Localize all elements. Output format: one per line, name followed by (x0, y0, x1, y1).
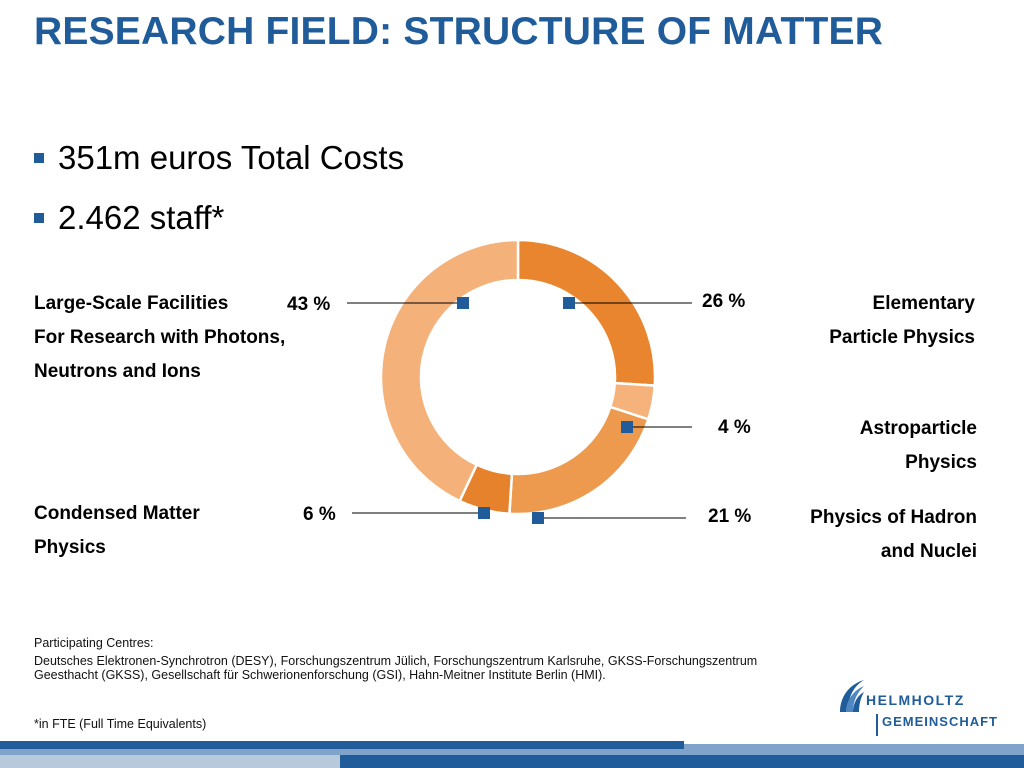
footnote-centres-text: Deutsches Elektronen-Synchrotron (DESY),… (34, 654, 758, 682)
label-large-scale-facilities: Large-Scale Facilities For Research with… (34, 287, 285, 389)
bullet-item-staff: 2.462 staff* (34, 188, 404, 248)
label-line: Physics (34, 537, 106, 558)
label-line: Large-Scale Facilities (34, 293, 229, 314)
label-line: Astroparticle (859, 418, 977, 439)
bullet-item-costs: 351m euros Total Costs (34, 128, 404, 188)
label-astroparticle-physics: Astroparticle Physics (860, 412, 977, 480)
bullet-text: 351m euros Total Costs (58, 139, 405, 176)
label-line: Particle Physics (829, 327, 975, 348)
label-line: and Nuclei (880, 541, 977, 562)
footer-band-blue (340, 755, 1024, 768)
data-label-condensed: 6 % (303, 504, 336, 525)
label-line: For Research with Photons, (34, 327, 286, 348)
logo-text-gemeinschaft: GEMEINSCHAFT (882, 714, 998, 729)
leader-marker-elementary (563, 297, 575, 309)
bullet-square-icon (34, 213, 44, 223)
footer-band-grey (0, 755, 340, 768)
label-line: Condensed Matter (34, 503, 200, 524)
footnote-centres-heading: Participating Centres: (34, 636, 154, 650)
donut-slice-large-scale (379, 238, 520, 503)
leader-lines (347, 297, 692, 524)
page-title: RESEARCH FIELD: STRUCTURE OF MATTER (34, 10, 884, 53)
label-line: Physics (905, 452, 977, 473)
footnote-fte: *in FTE (Full Time Equivalents) (34, 717, 207, 731)
leader-marker-hadron (532, 512, 544, 524)
helmholtz-logo-icon (840, 680, 864, 712)
logo-divider (876, 714, 878, 736)
leader-marker-large-scale (457, 297, 469, 309)
leader-marker-condensed (478, 507, 490, 519)
label-physics-of-hadron-and-nuclei: Physics of Hadron and Nuclei (810, 501, 977, 569)
label-condensed-matter-physics: Condensed Matter Physics (34, 497, 200, 565)
bullet-square-icon (34, 153, 44, 163)
donut-slices (379, 238, 657, 516)
data-label-astroparticle: 4 % (718, 417, 751, 438)
data-label-elementary: 26 % (702, 291, 746, 312)
label-line: Physics of Hadron (810, 507, 977, 528)
data-label-hadron: 21 % (708, 506, 752, 527)
leader-marker-astroparticle (621, 421, 633, 433)
footer-band-top (0, 741, 684, 749)
label-line: Elementary (872, 293, 975, 314)
logo-text-helmholtz: HELMHOLTZ (866, 692, 965, 708)
helmholtz-logo: HELMHOLTZ GEMEINSCHAFT (836, 678, 1006, 738)
donut-slice-elementary (516, 238, 657, 387)
label-elementary-particle-physics: Elementary Particle Physics (829, 287, 975, 355)
label-line: Neutrons and Ions (34, 361, 201, 382)
bullet-list: 351m euros Total Costs 2.462 staff* (34, 128, 404, 248)
data-label-large-scale: 43 % (287, 294, 331, 315)
bullet-text: 2.462 staff* (58, 199, 225, 236)
